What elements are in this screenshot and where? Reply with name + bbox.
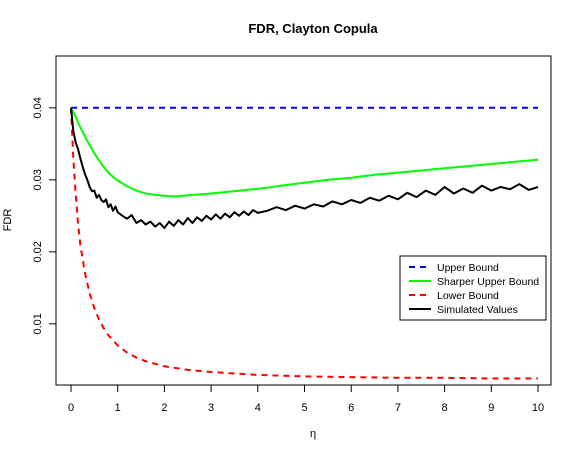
x-tick-label: 2 bbox=[161, 402, 167, 414]
x-tick-label: 3 bbox=[208, 402, 214, 414]
series-line-lower-bound bbox=[70, 107, 538, 380]
x-axis: 0 1 2 3 4 5 6 7 8 9 10 bbox=[68, 385, 544, 414]
chart-title: FDR, Clayton Copula bbox=[248, 21, 378, 36]
legend-label-simulated-values: Simulated Values bbox=[437, 304, 518, 316]
y-tick-label: 0.02 bbox=[32, 241, 44, 262]
x-tick-label: 5 bbox=[301, 402, 307, 414]
y-axis: 0.01 0.02 0.03 0.04 bbox=[32, 97, 56, 335]
legend-label-sharper-upper-bound: Sharper Upper Bound bbox=[437, 276, 539, 288]
x-tick-label: 7 bbox=[395, 402, 401, 414]
series-line-simulated-values bbox=[70, 107, 539, 230]
series-line-sharper-upper-bound bbox=[70, 107, 539, 198]
x-tick-label: 4 bbox=[255, 402, 261, 414]
y-axis-title: FDR bbox=[2, 209, 14, 232]
plot-frame bbox=[55, 55, 552, 386]
x-tick-label: 6 bbox=[348, 402, 354, 414]
legend-label-lower-bound: Lower Bound bbox=[437, 290, 499, 302]
y-tick-label: 0.01 bbox=[32, 313, 44, 334]
series-layer bbox=[70, 106, 539, 380]
x-tick-label: 8 bbox=[442, 402, 448, 414]
x-tick-label: 0 bbox=[68, 402, 74, 414]
x-tick-label: 9 bbox=[488, 402, 494, 414]
y-tick-label: 0.04 bbox=[32, 97, 44, 118]
y-tick-label: 0.03 bbox=[32, 169, 44, 190]
x-axis-title: η bbox=[310, 428, 316, 440]
legend: Upper Bound Sharper Upper Bound Lower Boun… bbox=[399, 255, 547, 321]
legend-label-upper-bound: Upper Bound bbox=[437, 262, 499, 274]
x-tick-label: 1 bbox=[115, 402, 121, 414]
x-tick-label: 10 bbox=[532, 402, 544, 414]
